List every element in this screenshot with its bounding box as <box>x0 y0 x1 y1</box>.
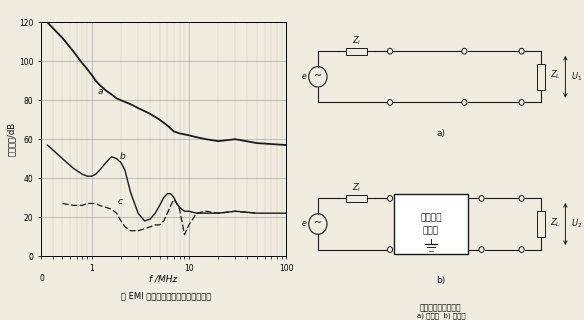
Text: 0: 0 <box>40 274 45 283</box>
Text: a) 插入前  b) 插入后: a) 插入前 b) 插入后 <box>416 313 465 319</box>
Bar <box>537 64 545 90</box>
Bar <box>394 194 468 254</box>
Text: $Z_L$: $Z_L$ <box>550 216 561 229</box>
Text: 测量插入损耗的电路: 测量插入损耗的电路 <box>420 303 462 312</box>
Text: e: e <box>302 72 307 81</box>
Text: $Z_L$: $Z_L$ <box>550 69 561 82</box>
Text: ~: ~ <box>314 218 322 228</box>
Bar <box>346 48 367 55</box>
Text: $Z_i$: $Z_i$ <box>352 182 361 195</box>
Text: a): a) <box>436 129 446 138</box>
Text: c: c <box>118 197 123 206</box>
Text: $U_2$: $U_2$ <box>571 218 582 230</box>
Text: 滤波器: 滤波器 <box>423 226 439 235</box>
Bar <box>346 195 367 202</box>
Text: e: e <box>302 220 307 228</box>
X-axis label: f /MHz: f /MHz <box>150 274 178 283</box>
Text: 加 EMI 滤波器前、后干扰波形的比较: 加 EMI 滤波器前、后干扰波形的比较 <box>121 292 211 300</box>
Text: a: a <box>98 87 103 96</box>
Text: $U_1$: $U_1$ <box>571 70 582 83</box>
Text: $Z_i$: $Z_i$ <box>352 35 361 47</box>
Text: ~: ~ <box>314 71 322 81</box>
Text: 电磁干扰: 电磁干扰 <box>420 213 442 222</box>
Y-axis label: 传导噪声/dB: 传导噪声/dB <box>7 122 16 156</box>
Bar <box>537 211 545 237</box>
Text: b: b <box>120 152 126 161</box>
Text: b): b) <box>436 276 446 285</box>
